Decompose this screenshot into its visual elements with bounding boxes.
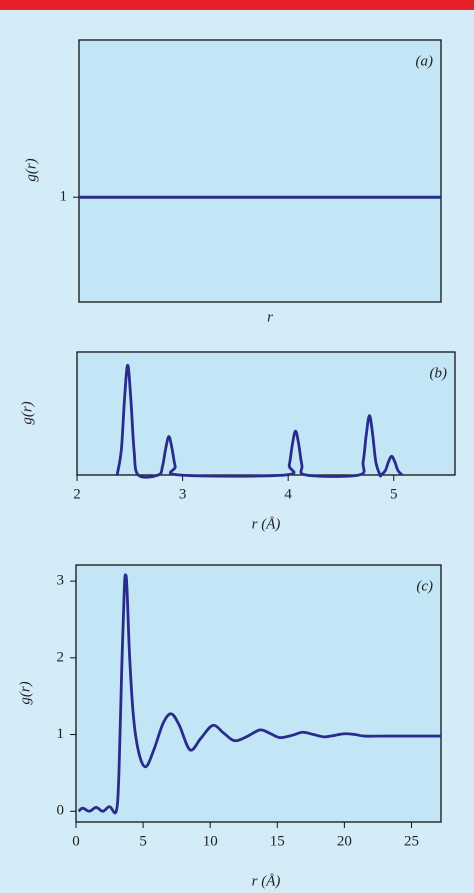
g-curve: [77, 573, 441, 815]
x-tick-label: 25: [404, 833, 419, 849]
x-tick-label: 15: [270, 833, 285, 849]
y-axis-label: g(r): [19, 401, 35, 424]
x-axis-label: r: [267, 309, 273, 325]
plot-area: [75, 564, 442, 823]
plot-area: [78, 39, 442, 303]
x-axis-label: r (Å): [252, 873, 281, 889]
x-tick-label: 4: [284, 486, 292, 502]
y-tick-label: 1: [57, 726, 65, 742]
x-tick-label: 10: [203, 833, 218, 849]
x-tick-label: 3: [179, 486, 187, 502]
x-tick-label: 20: [337, 833, 352, 849]
x-tick-label: 0: [72, 833, 80, 849]
y-tick-label: 3: [57, 573, 65, 589]
y-tick-label: 1: [60, 189, 68, 205]
panel-label: (c): [416, 578, 433, 594]
y-axis-label: g(r): [17, 681, 33, 704]
g-curve: [115, 363, 404, 479]
panel-label: (a): [416, 53, 434, 69]
panel-label: (b): [430, 365, 448, 381]
x-tick-label: 5: [390, 486, 398, 502]
x-tick-label: 2: [73, 486, 81, 502]
y-axis-label: g(r): [23, 158, 39, 181]
x-tick-label: 5: [139, 833, 147, 849]
y-tick-label: 0: [57, 803, 65, 819]
x-axis-label: r (Å): [252, 516, 281, 532]
top-bar: [0, 0, 474, 10]
y-tick-label: 2: [57, 649, 65, 665]
